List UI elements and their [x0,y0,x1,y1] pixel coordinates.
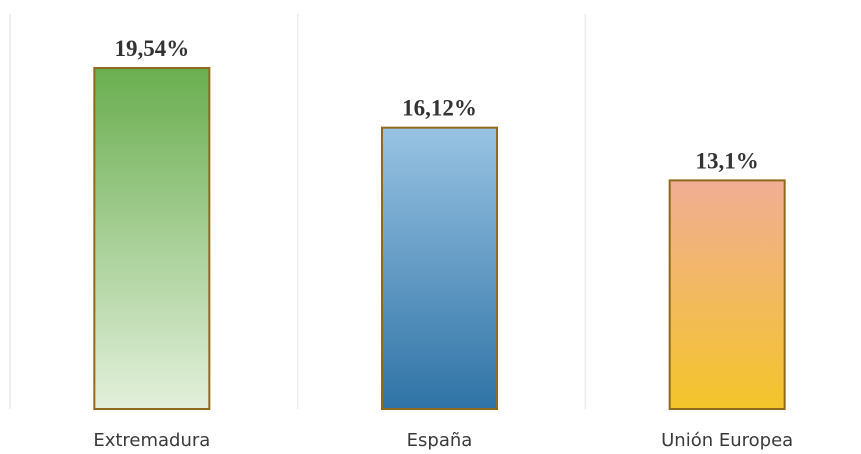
bar-españa [381,126,498,411]
data-label: 16,12% [402,96,477,121]
chart-category-labels: Extremadura España Unión Europea [93,430,793,451]
data-label: 13,1% [696,148,759,173]
bar-unión-europea [668,179,786,410]
data-label: 19,54% [114,36,189,61]
category-label: Extremadura [93,430,210,451]
chart-value-labels: 19,54% 16,12% 13,1% [114,36,758,173]
category-label: España [407,430,473,451]
chart-dividers [9,14,587,409]
bar-extremadura [93,66,211,411]
chart-bars [93,66,786,411]
category-label: Unión Europea [661,430,793,451]
